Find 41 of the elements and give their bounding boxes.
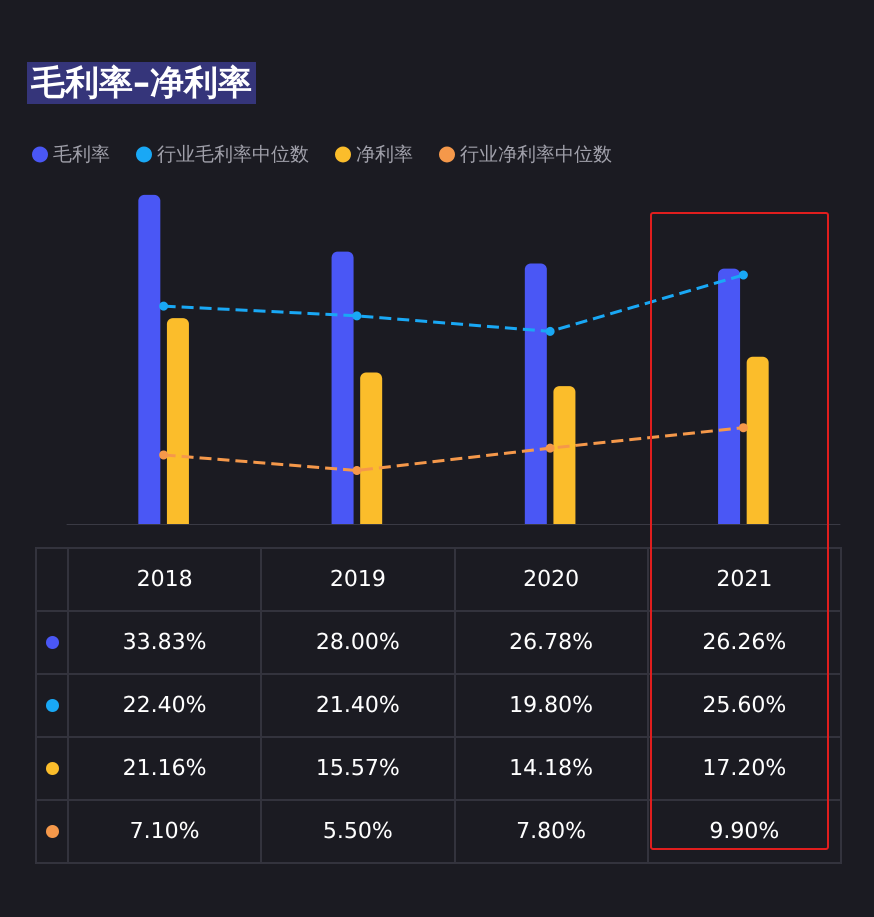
data-label: 26.78% [454, 611, 648, 674]
bar [746, 356, 769, 524]
data-label: 7.80% [454, 800, 648, 863]
bar [360, 372, 382, 524]
point [352, 311, 362, 320]
chart-title: 毛利率–净利率 [30, 63, 252, 103]
bar [718, 268, 740, 524]
point [352, 466, 362, 475]
bar [524, 264, 547, 524]
point [738, 270, 748, 280]
x-tick-label: 2021 [648, 548, 841, 611]
data-label: 19.80% [454, 674, 648, 737]
bar [332, 252, 354, 524]
data-label: 25.60% [648, 674, 841, 737]
data-label: 14.18% [454, 737, 648, 800]
data-label: 28.00% [261, 611, 454, 674]
legend-label: 行业净利率中位数 [460, 144, 612, 166]
data-label: 21.40% [261, 674, 454, 737]
data-label: 7.10% [68, 800, 262, 863]
data-label: 21.16% [68, 737, 262, 800]
x-tick-label: 2019 [261, 548, 454, 611]
data-label: 17.20% [648, 737, 841, 800]
bar [138, 194, 160, 524]
point [546, 326, 555, 336]
bar [166, 318, 189, 524]
point [738, 423, 748, 432]
data-label: 26.26% [648, 611, 841, 674]
legend-label: 毛利率 [53, 144, 110, 166]
data-label: 5.50% [261, 800, 454, 863]
point [159, 302, 168, 311]
data-label: 33.83% [68, 611, 262, 674]
data-label: 22.40% [68, 674, 262, 737]
legend-label: 行业毛利率中位数 [157, 144, 309, 166]
legend-label: 净利率 [356, 144, 413, 166]
x-tick-label: 2020 [454, 548, 648, 611]
point [159, 450, 168, 460]
data-label: 15.57% [261, 737, 454, 800]
data-label: 9.90% [648, 800, 841, 863]
bar [553, 386, 576, 524]
x-tick-label: 2018 [68, 548, 262, 611]
point [546, 444, 555, 453]
